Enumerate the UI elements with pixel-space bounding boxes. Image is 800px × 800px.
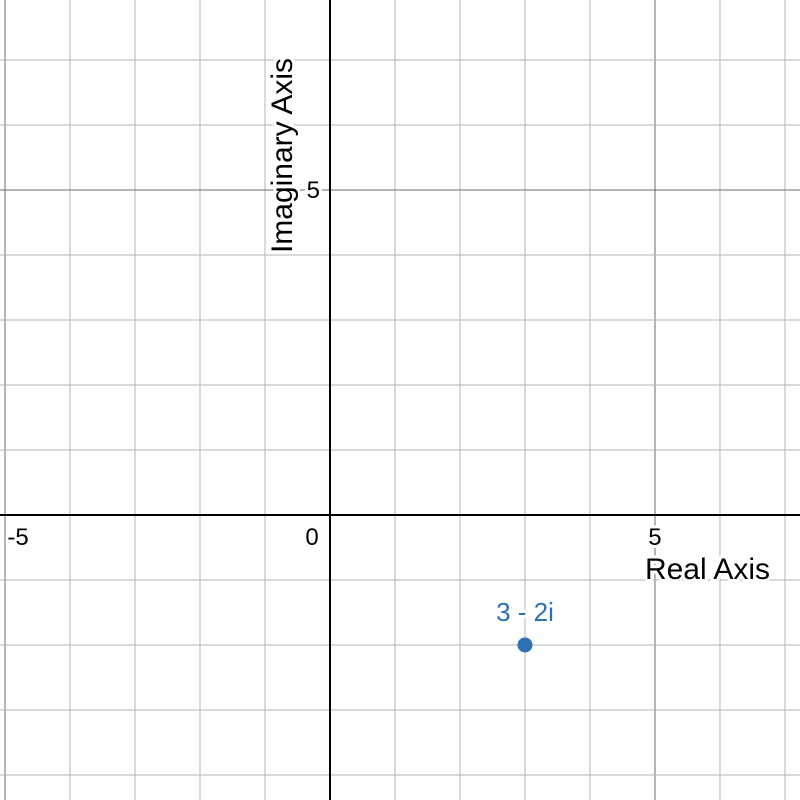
y-tick-label: 5 [307,177,320,204]
y-axis-title: Imaginary Axis [266,58,299,253]
data-point-label: 3 - 2i [496,597,554,627]
x-tick-label: 0 [305,524,318,551]
x-axis-title: Real Axis [645,553,770,586]
data-point [517,637,533,653]
x-tick-label: 5 [648,524,661,551]
data-points: 3 - 2i [493,594,557,653]
tick-labels: -5 0 5 5 [4,174,664,554]
x-tick-label: -5 [7,524,28,551]
